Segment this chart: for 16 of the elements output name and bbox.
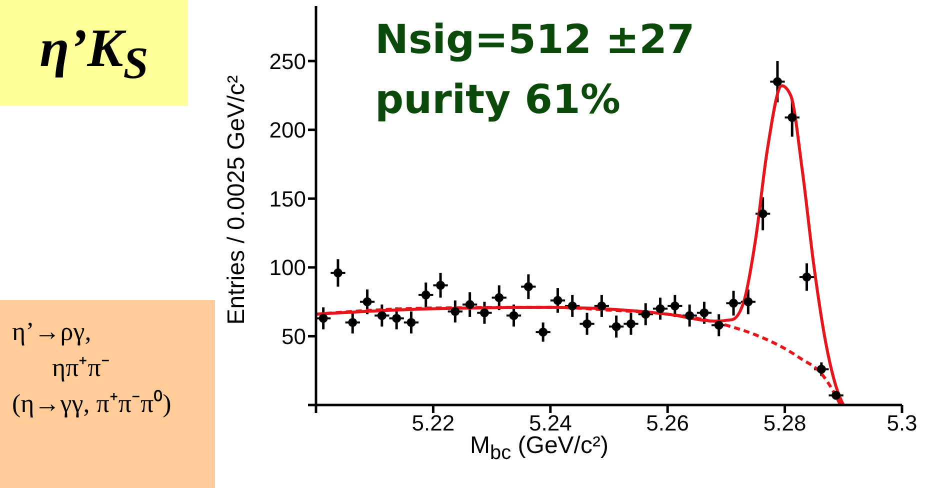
annotation: Nsig=512 ±27: [375, 16, 695, 65]
y-tick-label: 50: [282, 324, 306, 350]
x-tick-label: 5.22: [412, 410, 455, 436]
x-tick-label: 5.28: [763, 410, 806, 436]
x-tick-label: 5.26: [646, 410, 690, 436]
x-tick-label: 5.3: [886, 410, 918, 436]
text: ηπ⁺π⁻: [51, 352, 111, 384]
y-axis-title: Entries / 0.0025 GeV/c²: [223, 75, 251, 325]
text: (η→γγ, π⁺π⁻π⁰): [12, 388, 172, 420]
text: η’→ργ,: [12, 316, 92, 348]
y-tick-label: 200: [269, 118, 306, 143]
y-tick-label: 100: [269, 255, 306, 280]
y-tick-label: 150: [269, 186, 306, 212]
annotation: purity 61%: [375, 76, 622, 125]
chart-title: η’K$_{S}$: [40, 17, 148, 89]
y-tick-label: 250: [269, 48, 306, 74]
